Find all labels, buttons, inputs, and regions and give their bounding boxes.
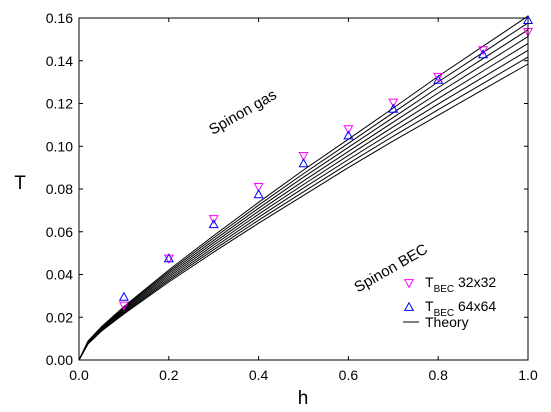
series-2-point [208,219,219,229]
series-2-point [343,130,354,140]
y-tick-label: 0.00 [46,352,73,368]
legend-label-main: T [425,298,434,314]
y-tick-label: 0.02 [46,309,73,325]
series-1-point [253,183,264,193]
x-axis-title: h [298,388,309,409]
x-tick-label: 0.4 [249,367,269,383]
x-tick-label: 0.6 [339,367,359,383]
series-2-point [388,103,399,113]
y-tick-label: 0.16 [46,10,73,26]
series-2-point [118,291,129,301]
series-1-point [343,125,354,135]
x-tick-label: 1.0 [518,367,538,383]
annotations: Spinon gas Spinon BEC [206,86,431,296]
legend-label: Theory [425,314,469,330]
legend-label: TBEC 64x64 [425,298,496,319]
legend-label-suffix: 32x32 [454,274,496,290]
y-tick-label: 0.10 [46,138,73,154]
legend-marker [403,301,415,311]
series-2-point [298,158,309,168]
legend-label-subscript: BEC [434,308,455,319]
legend-label-subscript: BEC [434,284,455,295]
y-axis-ticks: 0.00 0.02 0.04 0.06 0.08 0.10 0.12 0.14 0.16 [46,10,528,368]
y-tick-label: 0.08 [46,181,73,197]
series-1-point [208,215,219,225]
x-tick-label: 0.2 [159,367,179,383]
series-2-point [433,74,444,84]
series-1-point [478,46,489,56]
series-1-point [433,72,444,83]
annotation-label: Spinon BEC [351,241,430,297]
series-1-point [388,98,399,108]
x-tick-label: 0.0 [69,367,89,383]
x-tick-label: 0.8 [428,367,448,383]
y-tick-label: 0.12 [46,96,73,112]
y-axis-title: T [14,173,26,194]
series-2-point [478,49,489,59]
y-tick-label: 0.04 [46,267,73,283]
legend-label-main: T [425,274,434,290]
series-2-point [253,189,264,199]
x-axis-ticks: 0.0 0.2 0.4 0.6 0.8 1.0 [69,18,538,383]
y-tick-label: 0.14 [46,53,73,69]
series-2-point [163,253,174,263]
series-1-point [298,152,309,162]
theory-curves [78,15,529,361]
legend-marker [403,279,415,289]
legend-label-suffix: 64x64 [454,298,496,314]
legend-label: TBEC 32x32 [425,274,496,295]
series-1-point [118,301,129,311]
annotation-label: Spinon gas [206,86,280,138]
y-tick-label: 0.06 [46,224,73,240]
